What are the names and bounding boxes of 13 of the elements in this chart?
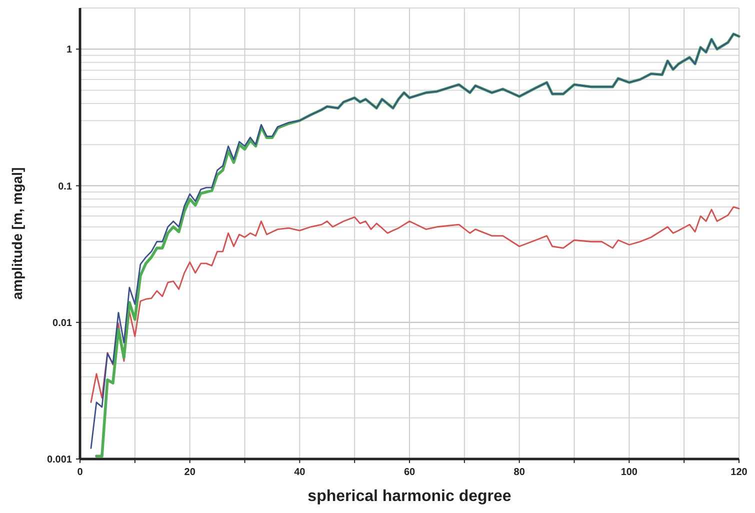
x-tick-label: 80 — [514, 467, 526, 478]
y-tick-label: 1 — [66, 44, 72, 56]
y-tick-label: 0.001 — [46, 454, 72, 466]
y-axis-title: amplitude [m, mgal] — [9, 167, 25, 300]
y-tick-label: 0.1 — [58, 181, 72, 192]
x-tick-label: 20 — [184, 467, 196, 478]
x-tick-label: 0 — [77, 467, 84, 478]
x-tick-label: 60 — [404, 467, 416, 478]
x-tick-label: 100 — [620, 467, 638, 478]
x-tick-label: 40 — [294, 467, 306, 478]
x-axis-title: spherical harmonic degree — [308, 488, 512, 505]
x-tick-label: 120 — [730, 467, 748, 478]
y-tick-label: 0.01 — [52, 318, 72, 329]
